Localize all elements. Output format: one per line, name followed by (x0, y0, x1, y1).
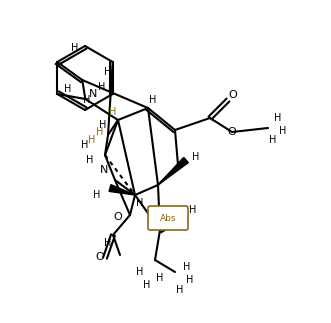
Text: O: O (228, 127, 236, 137)
FancyBboxPatch shape (148, 206, 188, 230)
Polygon shape (109, 185, 135, 195)
Text: H: H (186, 275, 194, 285)
Text: H: H (183, 262, 191, 272)
Text: Abs: Abs (160, 214, 176, 223)
Text: H: H (149, 95, 157, 105)
Text: H: H (96, 127, 104, 137)
Text: H: H (279, 126, 287, 136)
Text: H: H (274, 113, 282, 123)
Text: H: H (143, 280, 151, 290)
Text: H: H (86, 155, 94, 165)
Text: N: N (100, 165, 108, 175)
Text: H: H (64, 84, 71, 94)
Text: O: O (96, 252, 104, 262)
Text: H: H (109, 107, 117, 117)
Text: H: H (81, 140, 89, 150)
Text: H: H (136, 198, 144, 208)
Text: H: H (71, 43, 79, 53)
Text: H: H (189, 205, 197, 215)
Text: H: H (269, 135, 277, 145)
Text: H: H (98, 82, 105, 92)
Text: H: H (156, 273, 164, 283)
Text: H: H (104, 67, 112, 77)
Text: H: H (176, 285, 184, 295)
Polygon shape (158, 157, 188, 185)
Text: H: H (192, 152, 200, 162)
Text: H: H (88, 135, 96, 145)
Text: H: H (83, 95, 91, 105)
Text: O: O (229, 90, 237, 100)
Text: N: N (89, 89, 97, 99)
Text: H: H (104, 238, 112, 248)
Text: O: O (114, 212, 122, 222)
Text: H: H (93, 190, 101, 200)
Text: H: H (136, 267, 144, 277)
Text: H: H (99, 120, 107, 130)
